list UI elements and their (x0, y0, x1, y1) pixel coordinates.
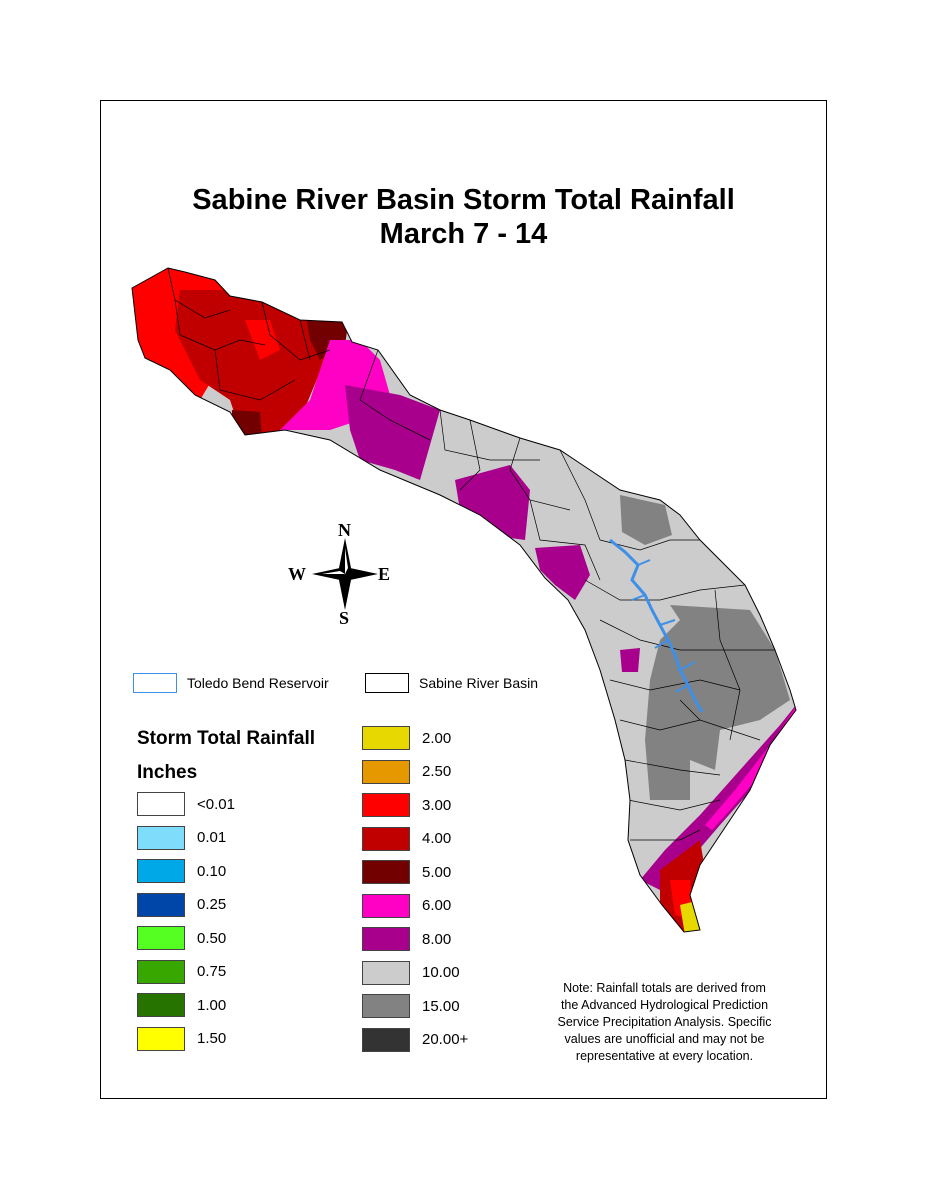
rain-zone-8d (620, 648, 640, 672)
legend-swatch (362, 1027, 410, 1052)
legend-label: 4.00 (422, 830, 452, 847)
note-line-4: values are unofficial and may not be (564, 1032, 765, 1046)
rain-zone-3b (245, 320, 280, 360)
basin-swatch (365, 673, 409, 693)
legend-label: 0.75 (197, 963, 227, 980)
legend-swatch (137, 1026, 185, 1051)
legend-swatch (362, 826, 410, 851)
legend-swatch (137, 792, 185, 816)
map-frame (100, 100, 827, 1099)
legend-swatch (137, 859, 185, 883)
legend-swatch (362, 994, 410, 1018)
legend-item-right-6: 8.00 (362, 926, 451, 952)
legend-item-right-8: 15.00 (362, 993, 460, 1019)
legend-swatch (137, 892, 185, 917)
legend-label: 10.00 (422, 964, 460, 981)
legend-item-right-0: 2.00 (362, 725, 451, 751)
legend-label: 6.00 (422, 897, 452, 914)
rain-zone-5b (232, 410, 262, 440)
legend-label: 2.00 (422, 729, 452, 747)
reservoir-swatch (133, 673, 177, 693)
legend-item-left-6: 1.00 (137, 992, 226, 1018)
legend-label: 0.25 (197, 896, 227, 913)
legend-swatch (137, 926, 185, 950)
legend-label: <0.01 (197, 795, 235, 813)
legend-item-left-1: 0.01 (137, 825, 226, 851)
legend-swatch (362, 759, 410, 784)
data-note: Note: Rainfall totals are derived from t… (527, 980, 802, 1065)
map-title: Sabine River Basin Storm Total Rainfall … (100, 183, 827, 251)
legend-label: 0.01 (197, 829, 227, 846)
legend-label: 15.00 (422, 997, 460, 1015)
compass-w: W (288, 564, 306, 584)
legend-swatch (362, 960, 410, 985)
compass-n: N (338, 520, 351, 540)
legend-swatch (137, 825, 185, 850)
basin-outline (131, 267, 797, 933)
legend-basin: Sabine River Basin (365, 673, 538, 693)
legend-item-right-2: 3.00 (362, 792, 451, 818)
legend-label: 20.00+ (422, 1031, 469, 1048)
legend-label: 3.00 (422, 796, 452, 814)
legend-swatch (362, 893, 410, 918)
legend-item-right-5: 6.00 (362, 893, 451, 919)
legend-units: Inches (137, 762, 198, 783)
legend-swatch (137, 959, 185, 984)
legend-item-left-5: 0.75 (137, 959, 226, 985)
legend-item-right-1: 2.50 (362, 759, 451, 785)
legend-swatch (137, 993, 185, 1017)
legend-item-left-3: 0.25 (137, 892, 226, 918)
legend-item-right-9: 20.00+ (362, 1027, 468, 1053)
north-arrow: N S E W (285, 520, 405, 630)
rain-zone-15a (620, 495, 672, 545)
legend-label: 8.00 (422, 930, 452, 948)
legend-label: 1.00 (197, 996, 227, 1014)
legend-item-left-0: <0.01 (137, 791, 235, 817)
legend-swatch (362, 726, 410, 750)
compass-rose-icon (312, 538, 378, 610)
reservoir-label: Toledo Bend Reservoir (187, 675, 329, 691)
rain-zone-8-coast (640, 700, 796, 890)
legend-item-left-7: 1.50 (137, 1026, 226, 1052)
title-line-2: March 7 - 14 (379, 218, 548, 250)
legend-swatch (362, 860, 410, 884)
legend-label: 0.50 (197, 929, 227, 947)
rain-zone-8c (535, 545, 590, 600)
rain-zone-15b (645, 605, 790, 800)
compass-e: E (378, 564, 391, 584)
legend-label: 1.50 (197, 1030, 227, 1047)
note-line-2: the Advanced Hydrological Prediction (560, 998, 769, 1012)
basin-label: Sabine River Basin (419, 675, 539, 691)
rain-zone-4 (175, 290, 325, 440)
rain-zone-8a (345, 385, 440, 480)
legend-title: Storm Total Rainfall (137, 728, 316, 749)
title-line-1: Sabine River Basin Storm Total Rainfall (192, 184, 735, 216)
legend-item-right-7: 10.00 (362, 960, 460, 986)
compass-s: S (339, 608, 350, 628)
legend-reservoir: Toledo Bend Reservoir (133, 673, 329, 693)
legend-label: 2.50 (422, 763, 452, 780)
sub-basin-lines (167, 268, 775, 841)
legend-item-left-2: 0.10 (137, 858, 226, 884)
legend-label: 0.10 (197, 862, 227, 880)
reservoir-arms (631, 559, 696, 693)
note-line-3: Service Precipitation Analysis. Specific (557, 1015, 772, 1029)
note-line-1: Note: Rainfall totals are derived from (563, 981, 766, 995)
legend-label: 5.00 (422, 863, 452, 881)
legend-swatch (362, 927, 410, 951)
legend-item-right-3: 4.00 (362, 826, 451, 852)
legend-item-right-4: 5.00 (362, 859, 451, 885)
legend-swatch (362, 793, 410, 817)
note-line-5: representative at every location. (575, 1049, 754, 1063)
legend-item-left-4: 0.50 (137, 925, 226, 951)
